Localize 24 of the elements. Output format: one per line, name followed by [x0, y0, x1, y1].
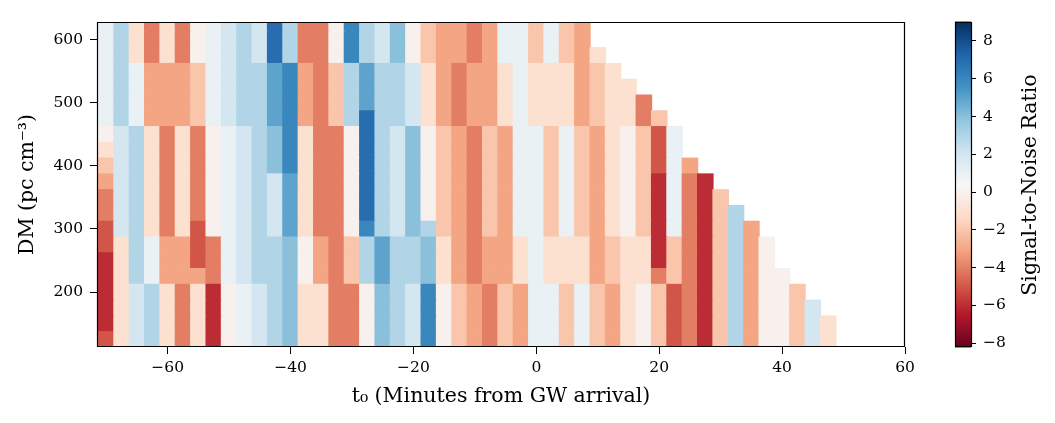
y-tick-label: 400	[53, 155, 83, 174]
color-bar-title: Signal-to-Noise Ratio	[1017, 74, 1041, 296]
x-tick-label: −40	[274, 358, 307, 377]
color-bar-label: 8	[983, 30, 993, 49]
y-tick-label: 200	[53, 282, 83, 301]
color-bar-label: −8	[983, 333, 1006, 352]
x-tick-label: 40	[772, 358, 792, 377]
x-tick-label: 0	[531, 358, 542, 377]
y-axis-title: DM (pc cm⁻³)	[13, 113, 38, 256]
y-tick-label: 600	[53, 29, 83, 48]
color-bar-label: 4	[983, 106, 993, 125]
color-bar-label: 2	[983, 144, 993, 163]
y-tick-label: 300	[53, 219, 83, 238]
x-tick-label: −60	[151, 358, 185, 377]
color-bar-label: 0	[983, 182, 993, 201]
color-bar-label: −6	[983, 295, 1006, 314]
x-tick-label: 60	[895, 358, 915, 377]
color-bar-label: −2	[983, 219, 1006, 238]
x-tick-label: 20	[649, 358, 670, 377]
x-axis-title: t₀ (Minutes from GW arrival)	[351, 383, 651, 408]
color-bar-label: 6	[983, 68, 993, 87]
y-tick-label: 500	[53, 92, 83, 111]
x-tick-label: −20	[397, 358, 430, 377]
color-bar-label: −4	[983, 257, 1006, 276]
